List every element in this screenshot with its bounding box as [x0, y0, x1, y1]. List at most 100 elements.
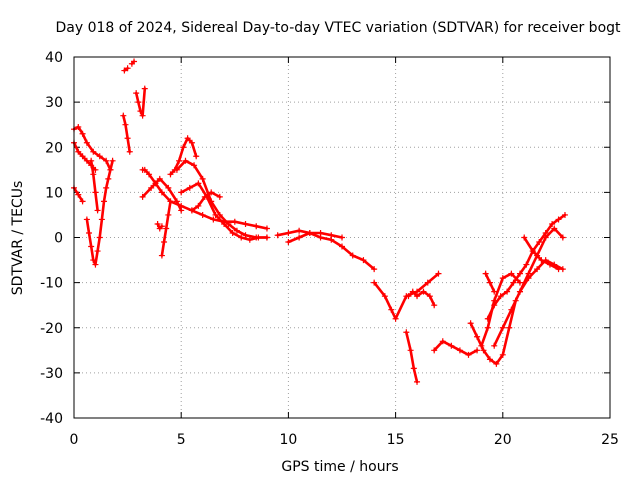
data-point	[486, 279, 493, 286]
x-tick-label: 15	[387, 432, 405, 448]
data-point	[101, 198, 108, 205]
data-point	[195, 202, 202, 209]
data-point	[403, 329, 410, 336]
series-arc-2	[71, 139, 99, 173]
data-point	[121, 67, 128, 74]
data-point	[551, 225, 558, 232]
data-point	[538, 257, 545, 264]
y-tick-label: -10	[40, 276, 63, 292]
data-point	[465, 351, 472, 358]
data-point	[176, 157, 183, 164]
data-point	[317, 229, 324, 236]
data-point	[549, 220, 556, 227]
data-point	[474, 347, 481, 354]
series-arc-30	[521, 234, 562, 273]
x-tick-label: 0	[70, 432, 79, 448]
data-point	[529, 248, 536, 255]
data-point	[516, 279, 523, 286]
data-point	[75, 123, 82, 130]
series-arc-11	[139, 175, 185, 214]
data-point	[478, 342, 485, 349]
data-point	[407, 347, 414, 354]
data-point	[263, 234, 270, 241]
data-point	[79, 130, 86, 137]
data-point	[381, 293, 388, 300]
series-trace	[432, 339, 479, 357]
data-point	[253, 223, 260, 230]
data-point	[139, 112, 146, 119]
series-trace	[89, 159, 99, 212]
data-point	[238, 234, 245, 241]
data-point	[90, 257, 97, 264]
series-arc-4	[83, 157, 116, 268]
data-point	[201, 193, 208, 200]
x-tick-label: 10	[279, 432, 297, 448]
data-point	[135, 99, 142, 106]
data-point	[371, 279, 378, 286]
series-arc-19	[285, 229, 345, 246]
data-point	[467, 320, 474, 327]
data-point	[88, 243, 95, 250]
data-point	[148, 184, 155, 191]
data-point	[126, 148, 133, 155]
x-axis-label: GPS time / hours	[281, 459, 398, 475]
data-point	[414, 293, 421, 300]
series-arc-26	[484, 211, 568, 322]
data-point	[139, 193, 146, 200]
data-point	[499, 351, 506, 358]
series-arc-13	[158, 198, 174, 259]
series-trace	[72, 125, 112, 172]
data-point	[178, 189, 185, 196]
series-trace	[122, 114, 131, 154]
data-point	[360, 257, 367, 264]
series-arc-14	[167, 135, 200, 178]
data-point	[167, 198, 174, 205]
data-point	[484, 324, 491, 331]
data-point	[231, 218, 238, 225]
data-point	[120, 112, 127, 119]
y-axis-label: SDTVAR / TECUs	[10, 181, 26, 296]
data-point	[242, 232, 249, 239]
data-point	[521, 234, 528, 241]
data-point	[420, 288, 427, 295]
y-tick-label: 30	[45, 95, 63, 111]
data-point	[124, 135, 131, 142]
data-point	[491, 342, 498, 349]
data-point	[107, 166, 114, 173]
y-tick-label: 40	[45, 50, 63, 66]
data-point	[405, 293, 412, 300]
data-point	[474, 333, 481, 340]
data-point	[426, 293, 433, 300]
data-point	[83, 139, 90, 146]
data-point	[178, 207, 185, 214]
data-point	[79, 198, 86, 205]
y-tick-label: -30	[40, 366, 63, 382]
data-point	[92, 261, 99, 268]
series-arc-3	[71, 184, 86, 205]
data-point	[480, 347, 487, 354]
data-point	[165, 184, 172, 191]
data-point	[499, 324, 506, 331]
data-point	[555, 216, 562, 223]
data-point	[88, 157, 95, 164]
data-point	[414, 378, 421, 385]
chart-title: Day 018 of 2024, Sidereal Day-to-day VTE…	[55, 20, 621, 36]
data-point	[90, 148, 97, 155]
data-point	[486, 356, 493, 363]
series-arc-25	[478, 270, 523, 349]
data-point	[448, 342, 455, 349]
data-point	[392, 315, 399, 322]
data-point	[296, 227, 303, 234]
data-point	[173, 198, 180, 205]
data-point	[255, 234, 262, 241]
y-tick-label: 20	[45, 140, 63, 156]
data-point	[90, 171, 97, 178]
series-arc-18	[274, 227, 378, 273]
data-point	[263, 225, 270, 232]
data-point	[161, 239, 168, 246]
series-trace	[518, 258, 565, 293]
series-arc-9	[133, 85, 148, 119]
series-arc-16	[178, 180, 270, 243]
data-point	[75, 148, 82, 155]
data-point	[456, 347, 463, 354]
